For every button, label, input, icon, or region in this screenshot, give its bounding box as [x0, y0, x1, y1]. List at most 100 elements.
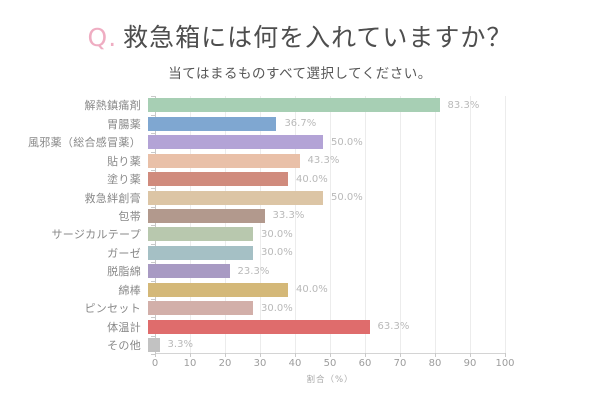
value-label: 23.3% [237, 265, 270, 277]
value-label: 63.3% [377, 321, 410, 333]
value-label: 50.0% [331, 192, 363, 204]
chart-rows: 解熱鎮痛剤 83.3% 胃腸薬 36.7% 風邪薬（総合感冒薬） 50.0% 貼り薬 43.3… [0, 96, 600, 354]
bar [148, 208, 265, 223]
bar-track: 30.0% [148, 225, 498, 243]
category-label: 塗り薬 [107, 173, 141, 187]
x-tick-label-30: 30 [253, 358, 267, 370]
y-tick-mark [151, 298, 155, 300]
gridline-80 [435, 96, 436, 354]
value-label: 30.0% [261, 228, 293, 240]
page-title: Q. 救急箱には何を入れていますか？ [0, 22, 600, 53]
category-label: 解熱鎮痛剤 [84, 99, 141, 113]
bar-row: 体温計 63.3% [0, 317, 600, 335]
value-label: 3.3% [167, 339, 193, 351]
bar [148, 337, 160, 352]
category-label: 脱脂綿 [107, 265, 141, 279]
bar-row: ピンセット 30.0% [0, 299, 600, 317]
gridline-50 [330, 96, 331, 354]
gridline-60 [365, 96, 366, 354]
bar [148, 135, 323, 150]
bar-row: 解熱鎮痛剤 83.3% [0, 96, 600, 114]
bar [148, 282, 288, 297]
value-label: 40.0% [296, 284, 328, 296]
bar-row: サージカルテープ 30.0% [0, 225, 600, 243]
x-tick-mark-40 [295, 353, 296, 358]
bar [148, 153, 300, 168]
bar-track: 63.3% [148, 317, 498, 335]
x-tick-label-90: 90 [463, 358, 477, 370]
y-tick-mark [151, 243, 155, 245]
x-tick-mark-20 [225, 353, 226, 358]
x-tick-label-70: 70 [393, 358, 407, 370]
value-label: 33.3% [272, 210, 305, 222]
bar [148, 172, 288, 187]
bar-row: 貼り薬 43.3% [0, 152, 600, 170]
y-tick-mark [151, 169, 155, 171]
value-label: 36.7% [284, 118, 317, 130]
category-label: 救急絆創膏 [84, 191, 141, 205]
gridline-40 [295, 96, 296, 354]
x-tick-label-0: 0 [151, 358, 159, 370]
x-tick-mark-70 [400, 353, 401, 358]
gridline-90 [470, 96, 471, 354]
y-tick-mark [151, 225, 155, 227]
bar-row: ガーゼ 30.0% [0, 244, 600, 262]
x-tick-mark-0 [155, 353, 156, 358]
bar [148, 319, 370, 334]
gridlines [151, 96, 506, 358]
bar-row: 包帯 33.3% [0, 207, 600, 225]
value-label: 30.0% [261, 247, 293, 259]
y-tick-mark [151, 354, 155, 356]
x-tick-label-50: 50 [323, 358, 337, 370]
bar-row: 胃腸薬 36.7% [0, 115, 600, 133]
y-tick-mark [151, 151, 155, 153]
y-tick-mark [151, 188, 155, 190]
y-axis-line [155, 96, 156, 354]
gridline-30 [260, 96, 261, 354]
value-label: 30.0% [261, 302, 293, 314]
bar-chart: 解熱鎮痛剤 83.3% 胃腸薬 36.7% 風邪薬（総合感冒薬） 50.0% 貼り薬 43.3… [0, 96, 600, 385]
bar-row: 綿棒 40.0% [0, 280, 600, 298]
bar-track: 30.0% [148, 299, 498, 317]
y-tick-mark [151, 317, 155, 319]
x-tick-label-100: 100 [495, 358, 515, 370]
x-tick-label-60: 60 [358, 358, 372, 370]
y-tick-mark [151, 114, 155, 116]
bar-track: 36.7% [148, 115, 498, 133]
x-tick-mark-10 [190, 353, 191, 358]
bar [148, 190, 323, 205]
bar-track: 50.0% [148, 188, 498, 206]
x-tick-label-20: 20 [218, 358, 232, 370]
category-label: その他 [107, 338, 141, 352]
bar-row: その他 3.3% [0, 336, 600, 354]
bar-track: 33.3% [148, 207, 498, 225]
bar [148, 245, 253, 260]
bar [148, 301, 253, 316]
x-tick-label-10: 10 [183, 358, 197, 370]
y-tick-mark [151, 335, 155, 337]
value-label: 50.0% [331, 136, 363, 148]
category-label: 貼り薬 [107, 154, 141, 168]
x-axis-tick-labels: 0 10 20 30 40 50 60 70 80 90 100 [151, 354, 515, 370]
page-subtitle: 当てはまるものすべて選択してください。 [168, 66, 432, 83]
y-tick-mark [151, 133, 155, 135]
category-label: ピンセット [84, 302, 141, 316]
bar-row: 救急絆創膏 50.0% [0, 188, 600, 206]
x-tick-label-80: 80 [428, 358, 442, 370]
gridline-100 [505, 96, 506, 354]
bar-track: 23.3% [148, 262, 498, 280]
value-label: 83.3% [447, 99, 480, 111]
y-tick-mark [151, 262, 155, 264]
category-label: 綿棒 [118, 283, 141, 297]
question-title-text: 救急箱には何を入れていますか？ [123, 23, 513, 52]
x-tick-mark-90 [470, 353, 471, 358]
x-axis-title: 割合（%） [306, 375, 354, 386]
plot-area: 解熱鎮痛剤 83.3% 胃腸薬 36.7% 風邪薬（総合感冒薬） 50.0% 貼り薬 43.3… [0, 96, 600, 358]
x-tick-mark-50 [330, 353, 331, 358]
y-tick-mark [151, 280, 155, 282]
bar-track: 50.0% [148, 133, 498, 151]
category-label: 包帯 [118, 209, 141, 223]
x-tick-mark-100 [505, 353, 506, 358]
category-label: サージカルテープ [51, 228, 141, 242]
